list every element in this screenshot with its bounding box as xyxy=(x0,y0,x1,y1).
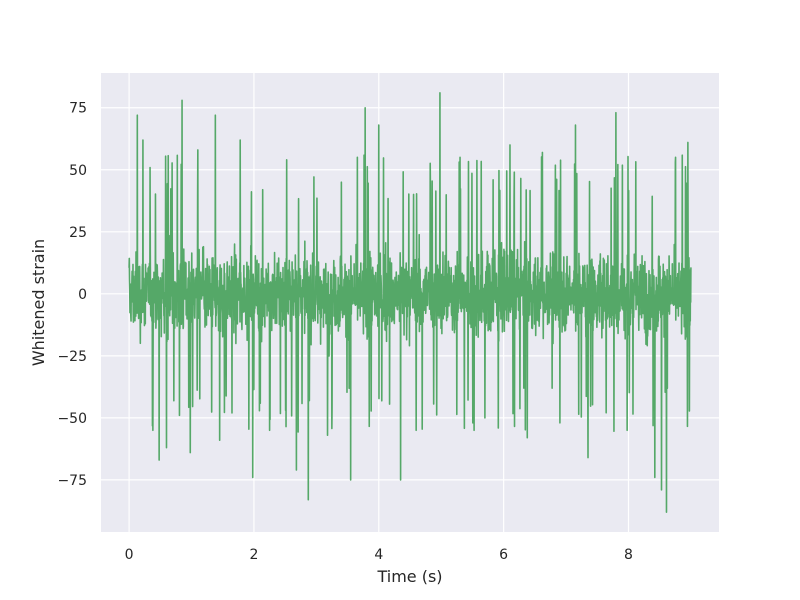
y-tick-label: −50 xyxy=(57,411,87,427)
x-tick-label: 8 xyxy=(624,547,633,563)
y-axis-label: Whitened strain xyxy=(29,239,48,366)
series-line xyxy=(128,92,692,513)
x-tick-label: 6 xyxy=(499,547,508,563)
x-axis-label: Time (s) xyxy=(376,567,442,586)
y-tick-label: 0 xyxy=(78,287,87,303)
y-tick-label: −25 xyxy=(57,349,87,365)
tick-labels: 0 2 4 6 8 −75 −50 −25 0 25 50 75 xyxy=(57,101,632,563)
y-tick-label: −75 xyxy=(57,473,87,489)
y-tick-label: 75 xyxy=(69,101,87,117)
y-tick-label: 25 xyxy=(69,225,87,241)
x-tick-label: 0 xyxy=(125,547,134,563)
x-tick-label: 4 xyxy=(374,547,383,563)
y-tick-label: 50 xyxy=(69,163,87,179)
x-tick-label: 2 xyxy=(249,547,258,563)
